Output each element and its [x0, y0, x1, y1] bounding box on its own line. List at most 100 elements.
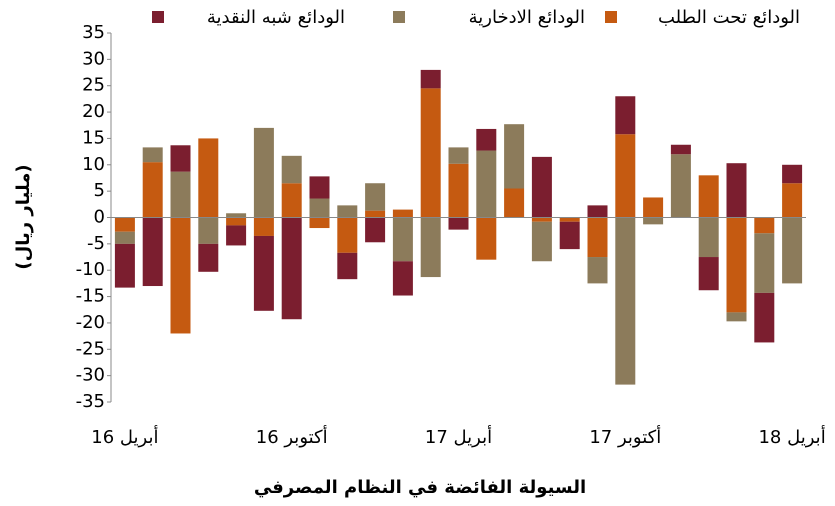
bar: [392, 261, 413, 296]
bar: [643, 197, 664, 218]
bar: [170, 171, 191, 218]
bar: [615, 217, 636, 385]
bar: [698, 175, 719, 218]
bar: [782, 183, 803, 218]
y-tick-label: -25: [76, 338, 105, 359]
legend-label: الودائع الادخارية: [469, 7, 585, 28]
bar: [198, 138, 219, 218]
y-tick-label: 10: [82, 154, 105, 175]
bar: [281, 217, 302, 320]
bar: [420, 217, 441, 278]
legend-swatch: [393, 11, 405, 23]
bar: [309, 198, 330, 218]
bar: [476, 217, 497, 260]
bar: [698, 217, 719, 258]
bar: [559, 217, 580, 222]
bar: [114, 243, 135, 288]
x-tick-label: أبريل 18: [758, 425, 825, 448]
bar: [643, 217, 664, 225]
bar: [587, 205, 608, 218]
y-tick-label: -20: [76, 312, 105, 333]
bar: [253, 127, 274, 218]
x-tick-label: أبريل 17: [425, 425, 492, 448]
y-tick-label: -15: [76, 286, 105, 307]
bar: [170, 145, 191, 172]
y-tick-label: 35: [82, 22, 105, 43]
bar: [170, 217, 191, 334]
bar: [448, 217, 469, 230]
bar: [281, 155, 302, 184]
bar: [142, 217, 163, 287]
legend-swatch: [605, 11, 617, 23]
bar: [754, 233, 775, 293]
y-tick-label: 0: [94, 207, 105, 228]
y-axis-title: (مليار ريال): [13, 164, 34, 269]
bar: [559, 221, 580, 250]
bar: [448, 147, 469, 164]
bar: [365, 183, 386, 211]
bar: [615, 96, 636, 135]
bar: [365, 210, 386, 218]
x-axis-title: السيولة الفائضة في النظام المصرفي: [254, 477, 586, 498]
legend-label: الودائع شبه النقدية: [207, 7, 345, 28]
bar: [226, 217, 247, 226]
bar: [142, 147, 163, 163]
y-tick-label: 15: [82, 127, 105, 148]
y-tick-label: 25: [82, 75, 105, 96]
bar: [253, 217, 274, 236]
x-tick-label: أكتوبر 16: [256, 425, 328, 448]
bar: [726, 217, 747, 313]
bar: [587, 257, 608, 284]
bar: [670, 154, 691, 218]
bar: [782, 164, 803, 184]
bar: [476, 128, 497, 151]
bar: [198, 217, 219, 244]
y-tick-label: 5: [94, 180, 105, 201]
y-tick-label: -10: [76, 259, 105, 280]
bar: [615, 134, 636, 218]
bar: [504, 124, 525, 189]
bar: [448, 163, 469, 218]
y-tick-label: 20: [82, 101, 105, 122]
bar: [420, 88, 441, 218]
bar: [754, 292, 775, 343]
bar: [392, 217, 413, 262]
legend-label: الودائع تحت الطلب: [658, 7, 800, 28]
bar: [420, 69, 441, 89]
y-tick-label: -5: [87, 233, 105, 254]
bar: [281, 183, 302, 218]
bar: [253, 235, 274, 311]
bar: [782, 217, 803, 284]
bar: [226, 213, 247, 218]
bar: [531, 156, 552, 218]
bar: [226, 225, 247, 246]
y-tick-label: -30: [76, 365, 105, 386]
bar: [114, 231, 135, 244]
bar: [670, 144, 691, 155]
bar: [476, 150, 497, 218]
bar: [531, 221, 552, 262]
bar: [504, 188, 525, 218]
bar: [114, 217, 135, 232]
bar: [337, 205, 358, 218]
bar: [587, 217, 608, 258]
bar: [365, 217, 386, 243]
y-tick-label: -35: [76, 391, 105, 412]
bar: [698, 257, 719, 291]
bar: [142, 162, 163, 218]
y-tick-label: 30: [82, 48, 105, 69]
x-tick-label: أكتوبر 17: [589, 425, 661, 448]
bar: [198, 243, 219, 272]
bar: [337, 252, 358, 280]
bar: [754, 217, 775, 234]
bar: [726, 312, 747, 322]
bar: [337, 217, 358, 253]
x-tick-label: أبريل 16: [91, 425, 158, 448]
bar: [531, 217, 552, 222]
bar: [309, 176, 330, 199]
bar: [726, 163, 747, 218]
legend-swatch: [152, 11, 164, 23]
bar: [309, 217, 330, 229]
bar: [392, 209, 413, 218]
